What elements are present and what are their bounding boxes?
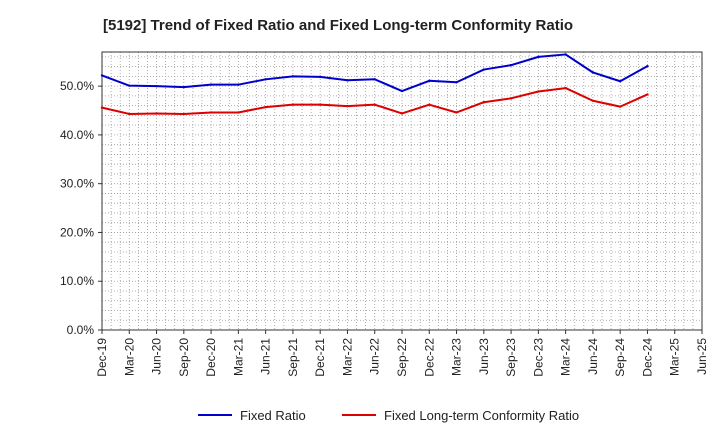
data-point bbox=[155, 84, 158, 88]
data-point bbox=[182, 112, 186, 116]
x-tick-label: Sep-22 bbox=[395, 338, 409, 377]
data-point bbox=[373, 103, 376, 106]
data-point bbox=[100, 74, 104, 77]
data-point bbox=[373, 78, 376, 81]
x-tick-label: Jun-25 bbox=[695, 338, 709, 375]
x-tick-label: Jun-22 bbox=[368, 338, 382, 375]
y-tick-label: 20.0% bbox=[60, 225, 94, 239]
x-tick-label: Sep-24 bbox=[613, 338, 627, 377]
data-point bbox=[455, 111, 458, 114]
data-point bbox=[591, 99, 595, 102]
data-point bbox=[264, 78, 267, 81]
y-tick-label: 0.0% bbox=[67, 323, 95, 337]
data-point bbox=[400, 89, 404, 93]
data-point bbox=[291, 75, 295, 78]
x-tick-label: Mar-20 bbox=[122, 338, 136, 376]
x-tick-label: Sep-23 bbox=[504, 338, 518, 377]
data-point bbox=[291, 103, 295, 106]
x-tick-label: Mar-24 bbox=[559, 338, 573, 376]
data-point bbox=[646, 93, 649, 96]
data-point bbox=[537, 55, 540, 59]
x-tick-label: Jun-23 bbox=[477, 338, 491, 375]
data-point bbox=[182, 85, 186, 89]
data-point bbox=[564, 86, 567, 90]
data-point bbox=[264, 105, 267, 109]
data-point bbox=[509, 63, 513, 67]
data-point bbox=[155, 112, 158, 115]
data-point bbox=[646, 64, 649, 68]
x-tick-label: Sep-20 bbox=[177, 338, 191, 377]
data-point bbox=[482, 68, 486, 71]
x-tick-label: Jun-20 bbox=[150, 338, 164, 375]
data-point bbox=[237, 83, 240, 86]
data-point bbox=[318, 75, 322, 79]
data-point bbox=[209, 111, 213, 114]
data-point bbox=[100, 106, 104, 109]
data-point bbox=[128, 84, 131, 87]
x-tick-label: Mar-21 bbox=[231, 338, 245, 376]
legend: Fixed Ratio Fixed Long-term Conformity Ra… bbox=[198, 408, 579, 423]
y-tick-label: 50.0% bbox=[60, 79, 94, 93]
data-point bbox=[618, 105, 622, 108]
y-axis: 0.0% 10.0% 20.0% 30.0% 40.0% 50.0% bbox=[60, 79, 102, 337]
x-tick-label: Dec-23 bbox=[531, 338, 545, 377]
data-point bbox=[428, 79, 431, 82]
x-tick-label: Mar-25 bbox=[668, 338, 682, 376]
data-point bbox=[318, 103, 322, 106]
data-point bbox=[537, 90, 540, 93]
x-tick-label: Dec-21 bbox=[313, 338, 327, 377]
x-tick-label: Dec-24 bbox=[640, 338, 654, 377]
y-tick-label: 40.0% bbox=[60, 128, 94, 142]
data-point bbox=[209, 83, 213, 86]
y-tick-label: 10.0% bbox=[60, 274, 94, 288]
grid bbox=[102, 52, 702, 330]
data-point bbox=[509, 97, 513, 100]
data-point bbox=[564, 53, 567, 56]
data-point bbox=[346, 79, 349, 82]
legend-label: Fixed Ratio bbox=[240, 408, 306, 423]
data-point bbox=[428, 103, 431, 106]
x-tick-label: Jun-24 bbox=[586, 338, 600, 375]
data-point bbox=[618, 80, 622, 83]
x-tick-label: Dec-20 bbox=[204, 338, 218, 377]
legend-label: Fixed Long-term Conformity Ratio bbox=[384, 408, 579, 423]
x-tick-label: Dec-22 bbox=[422, 338, 436, 377]
series-layer bbox=[100, 53, 649, 116]
data-point bbox=[482, 101, 486, 104]
data-point bbox=[346, 104, 349, 108]
data-point bbox=[400, 112, 404, 115]
x-tick-label: Sep-21 bbox=[286, 338, 300, 377]
data-point bbox=[237, 111, 240, 114]
x-tick-label: Dec-19 bbox=[95, 338, 109, 377]
data-point bbox=[591, 71, 595, 74]
x-axis: Dec-19 Mar-20 Jun-20 Sep-20 Dec-20 Mar-21 Jun-… bbox=[95, 330, 709, 377]
chart-title: [5192] Trend of Fixed Ratio and Fixed Lo… bbox=[103, 17, 573, 34]
y-tick-label: 30.0% bbox=[60, 177, 94, 191]
x-tick-label: Mar-22 bbox=[340, 338, 354, 376]
x-tick-label: Mar-23 bbox=[450, 338, 464, 376]
x-tick-label: Jun-21 bbox=[259, 338, 273, 375]
data-point bbox=[455, 81, 458, 84]
data-point bbox=[128, 112, 131, 116]
